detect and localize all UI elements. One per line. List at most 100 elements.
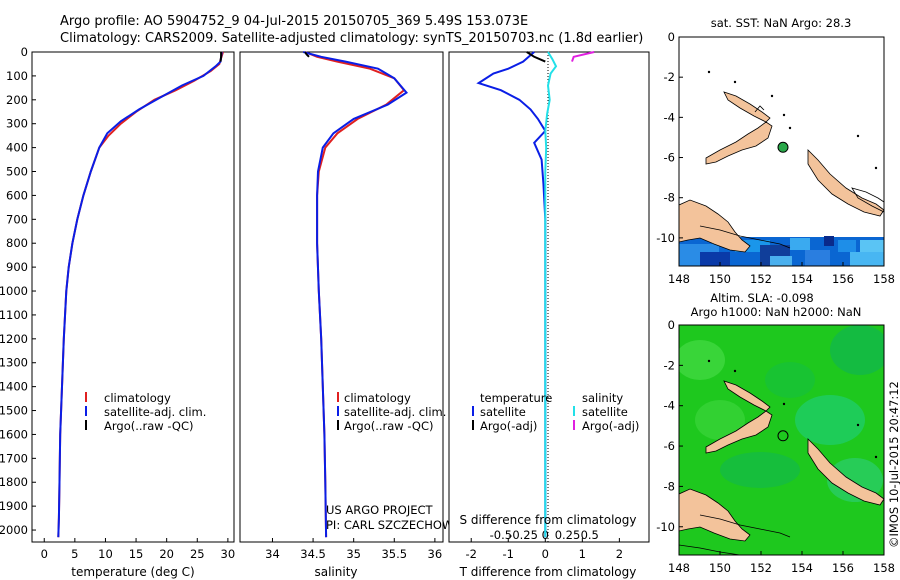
depth-tick-label: 700: [6, 212, 28, 226]
legend-satellite: satellite-adj. clim.: [104, 405, 206, 419]
sla-map-ticks: 148 150 152 154 156 158 0 -2 -4 -6 -8 -10: [656, 318, 895, 575]
map-lon-tick-label: 152: [750, 561, 772, 575]
sst-land: [679, 70, 884, 253]
map-lon-tick-label: 152: [750, 272, 772, 286]
T-difference-tick-label: 1: [579, 547, 586, 561]
salinity-tick-label: 35: [346, 547, 361, 561]
depth-tick-label: 100: [6, 69, 28, 83]
temperature-tick-label: 10: [98, 547, 113, 561]
depth-tick-label: 200: [6, 93, 28, 107]
legend-t-satellite: satellite: [480, 405, 526, 419]
difference-axis-label-top: S difference from climatology: [460, 513, 637, 527]
temperature-legend: climatology satellite-adj. clim. Argo(..…: [85, 391, 206, 433]
legend-s-argo: Argo(-adj): [582, 419, 639, 433]
map-lon-tick-label: 150: [709, 561, 731, 575]
temperature-tick-label: 0: [41, 547, 48, 561]
depth-tick-label: 1200: [0, 332, 28, 346]
map-lon-tick-label: 154: [791, 272, 813, 286]
difference-axis-label: T difference from climatology: [459, 565, 637, 579]
sst-map-title: sat. SST: NaN Argo: 28.3: [711, 16, 852, 30]
sst-map-area: [679, 37, 884, 266]
temperature-panel-frame: [31, 51, 235, 543]
depth-tick-label: 500: [6, 165, 28, 179]
temperature-tick-label: 20: [159, 547, 174, 561]
map-lon-tick-label: 154: [791, 561, 813, 575]
T-difference-tick-label: 2: [616, 547, 623, 561]
depth-tick-label: 1700: [0, 451, 28, 465]
depth-tick-label: 1500: [0, 404, 28, 418]
map-lat-tick-label: -6: [664, 151, 675, 165]
depth-tick-label: 800: [6, 236, 28, 250]
map-lon-tick-label: 148: [668, 561, 690, 575]
depth-tick-label: 1000: [0, 284, 28, 298]
project-label: US ARGO PROJECT: [326, 503, 434, 517]
difference-legend: temperature salinity satellite Argo(-adj…: [472, 391, 639, 433]
figure-title-line2: Climatology: CARS2009. Satellite-adjuste…: [60, 31, 643, 46]
sla-map-area: [679, 325, 884, 555]
map-lon-tick-label: 156: [832, 272, 854, 286]
map-lat-tick-label: 0: [668, 318, 675, 332]
salinity-axis-ticks: 34 34.5 35 35.5 36: [265, 538, 442, 561]
series-line-satellite-adj-clim-: [57, 51, 223, 538]
T-difference-tick-label: -1: [503, 547, 514, 561]
figure-title-line1: Argo profile: AO 5904752_9 04-Jul-2015 2…: [60, 14, 528, 29]
temperature-tick-label: 5: [71, 547, 78, 561]
depth-tick-label: 1600: [0, 427, 28, 441]
legend-s-satellite: satellite: [582, 405, 628, 419]
S-difference-tick-label: 0.5: [581, 528, 599, 542]
S-difference-tick-label: -0.5: [490, 528, 512, 542]
map-lat-tick-label: -10: [656, 520, 675, 534]
legend-argo: Argo(..raw -QC): [104, 419, 194, 433]
map-lat-tick-label: -6: [664, 439, 675, 453]
depth-tick-label: 1400: [0, 380, 28, 394]
sst-map-ticks: 148 150 152 154 156 158 0 -2 -4 -6 -8 -10: [656, 30, 895, 286]
series-line-satellite-adj-clim-: [303, 51, 409, 538]
sla-argo-location-marker: [777, 430, 789, 442]
salinity-tick-label: 35.5: [381, 547, 407, 561]
legend-header-temperature: temperature: [480, 391, 552, 405]
depth-tick-label: 1300: [0, 356, 28, 370]
legend-argo: Argo(..raw -QC): [344, 419, 434, 433]
temperature-tick-label: 25: [190, 547, 205, 561]
depth-tick-label: 2000: [0, 523, 28, 537]
difference-panel-frame: [448, 51, 650, 543]
salinity-profiles: [303, 51, 409, 538]
depth-tick-label: 900: [6, 260, 28, 274]
map-lon-tick-label: 150: [709, 272, 731, 286]
depth-tick-label: 300: [6, 117, 28, 131]
sst-map-frame: [678, 36, 885, 267]
credit-label: ©IMOS 10-Jul-2015 20:47:12: [887, 381, 900, 548]
map-lat-tick-label: -8: [664, 479, 675, 493]
temperature-tick-label: 15: [129, 547, 144, 561]
legend-climatology: climatology: [344, 391, 411, 405]
sla-map-frame: [678, 324, 885, 556]
depth-tick-label: 1900: [0, 499, 28, 513]
legend-header-salinity: salinity: [582, 391, 623, 405]
map-lat-tick-label: -2: [664, 70, 675, 84]
T-difference-tick-label: 0: [542, 547, 549, 561]
temperature-profiles: [57, 51, 224, 538]
series-line-argo-raw-qc-: [304, 51, 310, 58]
map-lat-tick-label: 0: [668, 30, 675, 44]
legend-climatology: climatology: [104, 391, 171, 405]
depth-tick-label: 1800: [0, 475, 28, 489]
series-line-argo-raw-qc-: [219, 52, 223, 62]
depth-axis-ticks: 0 100 200 300 400 500 600 700 800 900 1000 1100 1200…: [0, 45, 36, 537]
depth-tick-label: 0: [21, 45, 28, 59]
sst-argo-location-marker: [777, 141, 789, 153]
sla-map-title-line1: Altim. SLA: -0.098: [710, 291, 814, 305]
salinity-tick-label: 34.5: [300, 547, 326, 561]
temperature-axis-label: temperature (deg C): [71, 565, 194, 579]
map-lat-tick-label: -4: [664, 110, 675, 124]
map-lon-tick-label: 158: [873, 561, 895, 575]
map-lat-tick-label: -10: [656, 231, 675, 245]
map-lon-tick-label: 148: [668, 272, 690, 286]
legend-satellite: satellite-adj. clim.: [344, 405, 446, 419]
temperature-axis-ticks: 0 5 10 15 20 25 30: [41, 538, 235, 561]
salinity-legend: climatology satellite-adj. clim. Argo(..…: [337, 391, 446, 433]
T-difference-tick-label: -2: [465, 547, 476, 561]
difference-axis-ticks: -2 -1 0 1 2-0.5-0.25 0 0.25 0.5: [465, 528, 623, 561]
map-lat-tick-label: -8: [664, 191, 675, 205]
map-lat-tick-label: -2: [664, 358, 675, 372]
